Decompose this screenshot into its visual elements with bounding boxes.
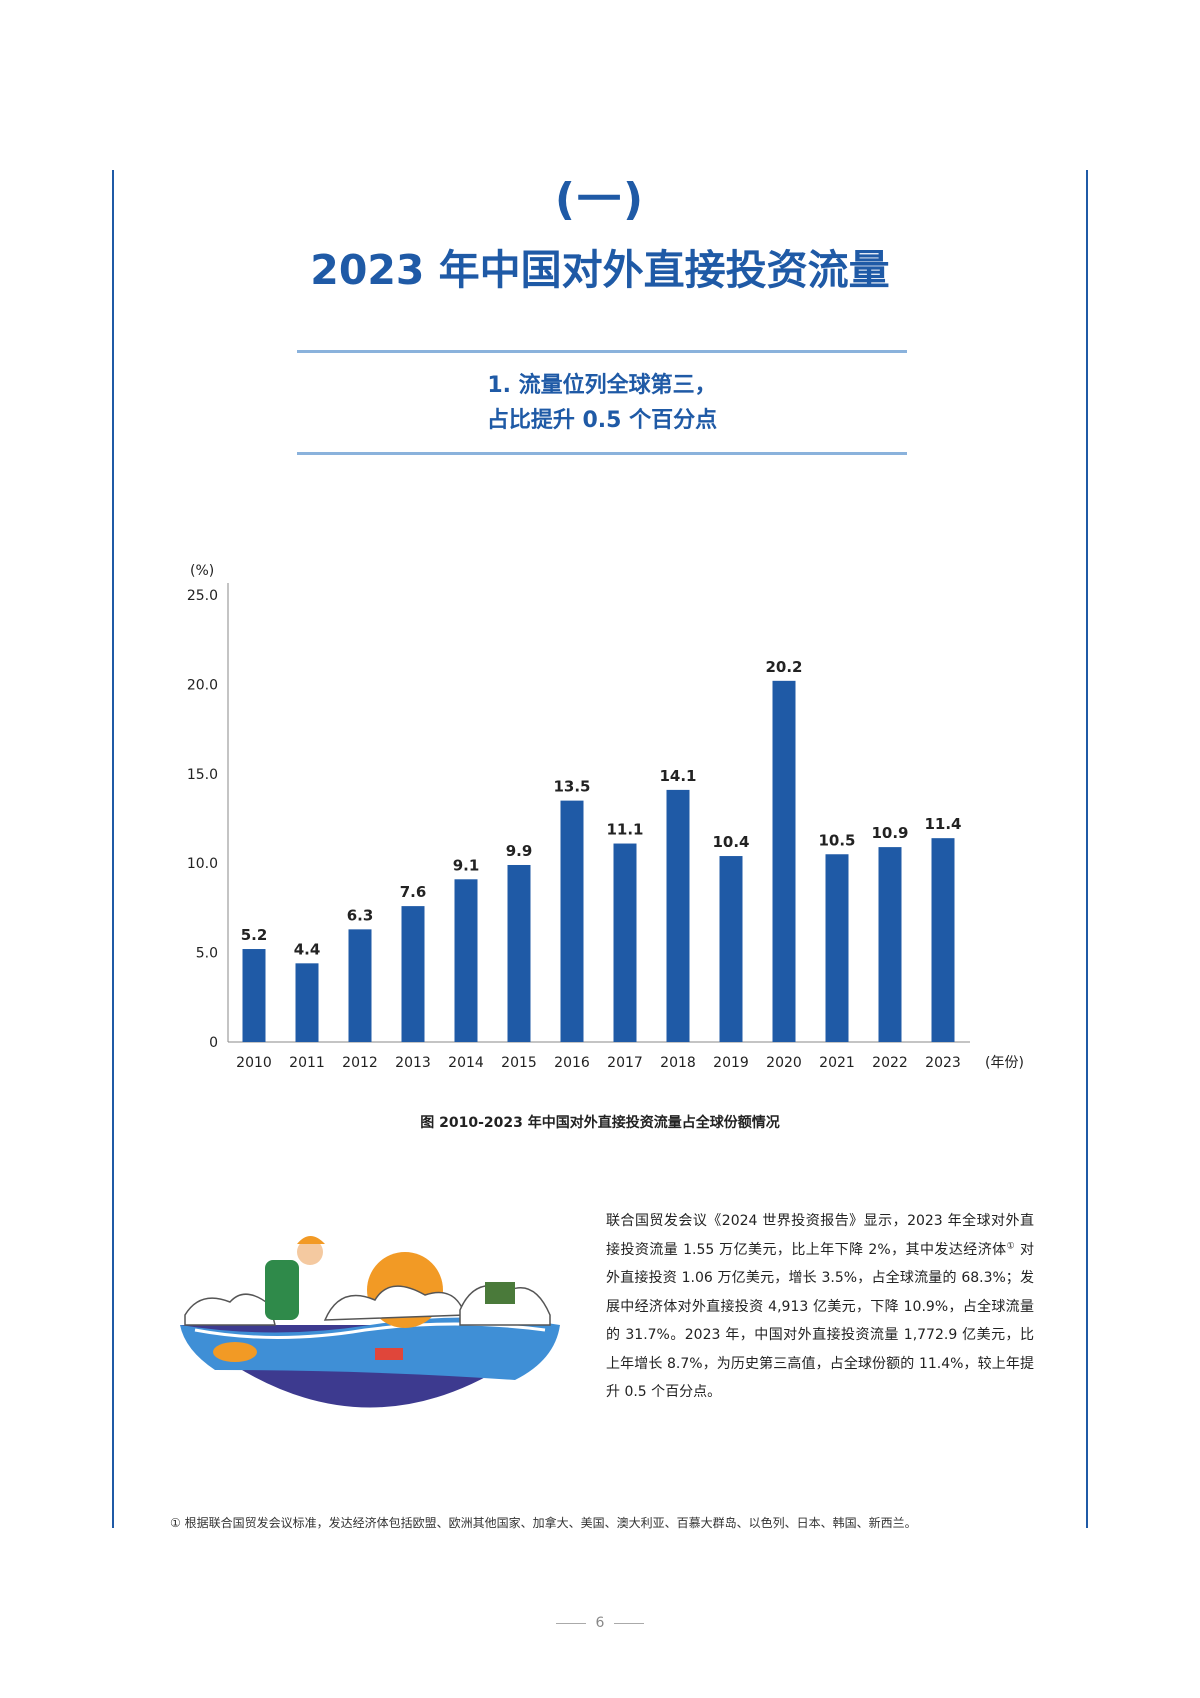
x-tick-label: 2011	[289, 1055, 325, 1071]
x-tick-label: 2019	[713, 1055, 749, 1071]
bar-value-label: 4.4	[294, 940, 321, 958]
x-tick-label: 2016	[554, 1055, 590, 1071]
x-tick-label: 2013	[395, 1055, 431, 1071]
x-axis-label: (年份)	[985, 1055, 1024, 1071]
subsection-title-line2: 占比提升 0.5 个百分点	[486, 408, 718, 433]
illustration-person-wading-sea	[180, 1236, 560, 1408]
figure-caption: 图 2010-2023 年中国对外直接投资流量占全球份额情况	[420, 1115, 780, 1131]
bar-value-label: 11.4	[924, 815, 961, 833]
y-tick-label: 10.0	[187, 856, 218, 872]
page-number: 6	[595, 1615, 605, 1631]
illustration-person-body	[265, 1260, 299, 1320]
illustration-wave	[180, 1317, 560, 1380]
bar-value-label: 5.2	[241, 926, 268, 944]
illustration-person-hair	[297, 1236, 325, 1244]
bar	[348, 929, 372, 1042]
y-axis-label: (%)	[190, 563, 214, 579]
page-number-dash-right	[614, 1622, 645, 1624]
body-paragraph: 联合国贸发会议《2024 世界投资报告》显示，2023 年全球对外直接投资流量 …	[606, 1207, 1034, 1407]
illustration-cloud-left	[184, 1293, 276, 1326]
illustration-debris	[375, 1348, 403, 1360]
bar	[719, 856, 743, 1042]
bar-value-label: 11.1	[606, 821, 643, 839]
y-tick-label: 25.0	[187, 588, 218, 604]
illustration-cargo-box	[485, 1282, 515, 1304]
illustration-person-head	[297, 1239, 323, 1265]
bar	[401, 906, 425, 1042]
y-tick-label: 0	[209, 1035, 218, 1051]
bar-value-label: 20.2	[765, 658, 802, 676]
page-number-dash-left	[555, 1622, 586, 1624]
x-tick-label: 2015	[501, 1055, 537, 1071]
x-tick-label: 2021	[819, 1055, 855, 1071]
bar-value-label: 7.6	[400, 883, 427, 901]
bar	[931, 838, 955, 1042]
bar-value-label: 10.4	[712, 833, 749, 851]
bar-value-label: 10.9	[871, 824, 908, 842]
bar	[242, 949, 266, 1042]
illustration-floating-object	[213, 1342, 257, 1362]
left-margin-rule	[112, 170, 114, 1528]
bar	[560, 800, 584, 1042]
bar	[507, 864, 531, 1042]
bar-value-label: 14.1	[659, 767, 696, 785]
body-text-part2: 对外直接投资 1.06 万亿美元，增长 3.5%，占全球流量的 68.3%；发展…	[606, 1241, 1034, 1401]
subsection-title-line1: 1. 流量位列全球第三，	[487, 373, 717, 398]
subsection-bottom-rule	[297, 452, 907, 455]
bar	[878, 847, 902, 1042]
bar-value-label: 9.9	[506, 842, 533, 860]
right-margin-rule	[1086, 170, 1088, 1528]
section-title: 2023 年中国对外直接投资流量	[310, 246, 890, 294]
bar	[454, 879, 478, 1042]
x-tick-label: 2010	[236, 1055, 272, 1071]
subsection-top-rule	[297, 350, 907, 353]
bar	[666, 789, 690, 1042]
x-tick-label: 2017	[607, 1055, 643, 1071]
x-tick-label: 2023	[925, 1055, 961, 1071]
bar-value-label: 9.1	[453, 856, 480, 874]
footnote-marker: ①	[1006, 1240, 1016, 1251]
x-tick-label: 2022	[872, 1055, 908, 1071]
bar-chart: (%) 0 5.0 10.0 15.0 20.0 25.0 5.2 2010 4.4 2011 6.3…	[187, 563, 1024, 1071]
x-tick-label: 2012	[342, 1055, 378, 1071]
bar-value-label: 10.5	[818, 831, 855, 849]
x-tick-label: 2020	[766, 1055, 802, 1071]
bar-value-label: 13.5	[553, 778, 590, 796]
bar	[295, 963, 319, 1042]
bar	[825, 854, 849, 1042]
body-text-part1: 联合国贸发会议《2024 世界投资报告》显示，2023 年全球对外直接投资流量 …	[606, 1213, 1034, 1258]
section-number: (一)	[554, 174, 646, 225]
illustration-cloud-center	[323, 1285, 467, 1321]
y-tick-label: 15.0	[187, 767, 218, 783]
footnote: ① 根据联合国贸发会议标准，发达经济体包括欧盟、欧洲其他国家、加拿大、美国、澳大…	[170, 1516, 917, 1530]
y-tick-label: 5.0	[196, 946, 218, 962]
x-tick-label: 2014	[448, 1055, 484, 1071]
bar	[613, 843, 637, 1042]
x-tick-label: 2018	[660, 1055, 696, 1071]
bar	[772, 680, 796, 1042]
bar-value-label: 6.3	[347, 906, 374, 924]
y-tick-label: 20.0	[187, 677, 218, 693]
page-footer: 6	[0, 1615, 1200, 1631]
